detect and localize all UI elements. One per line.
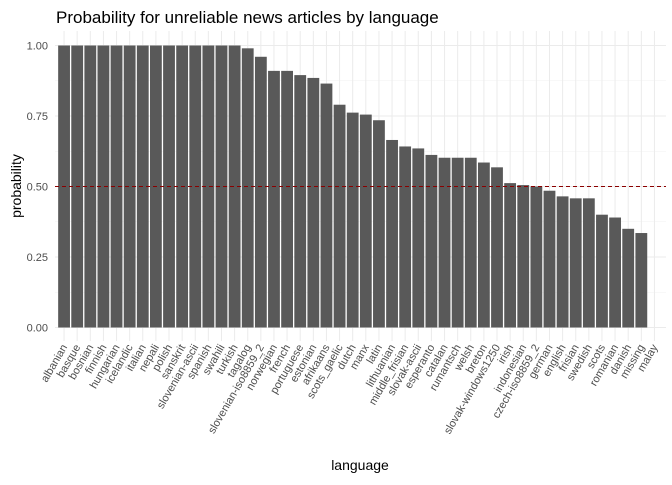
bar: indonesian: 0.505 [517, 185, 530, 328]
y-tick-label: 1.00 [27, 41, 48, 53]
y-tick-label: 0.50 [27, 182, 48, 194]
chart-title: Probability for unreliable news articles… [56, 8, 439, 27]
bar: latin: 0.735 [373, 120, 385, 328]
bar: romanian: 0.39 [609, 217, 621, 328]
y-axis-title: probability [8, 154, 24, 218]
bar: irish: 0.512 [504, 183, 517, 328]
bar: rumantsch: 0.602 [451, 157, 464, 328]
x-axis-title: language [331, 457, 389, 473]
bar: estonian: 0.885 [307, 77, 320, 328]
bar: finnish: 1 [97, 45, 110, 328]
bar: slovak-ascii: 0.635 [412, 148, 425, 328]
bars: albanian: 1basque: 1bosnian: 1finnish: 1… [58, 45, 648, 328]
bar: dutch: 0.762 [346, 112, 359, 328]
bar: tagalog: 0.99 [241, 48, 254, 328]
y-tick-label: 0.75 [27, 111, 48, 123]
bar: breton: 0.585 [477, 162, 490, 328]
bar: manx: 0.755 [359, 114, 372, 328]
bar: norwegian: 0.91 [268, 70, 280, 328]
bar: spanish: 1 [202, 45, 215, 328]
bar: german: 0.485 [543, 190, 556, 328]
y-axis-ticks: 0.00 0.25 0.50 0.75 1.00 [27, 41, 48, 335]
bar: slovenian-iso8859_2: 0.96 [254, 56, 267, 328]
bar: english: 0.465 [556, 196, 569, 328]
bar: portuguese: 0.895 [294, 75, 307, 328]
bar: lithuanian: 0.665 [386, 139, 398, 328]
x-axis-ticks: albanianbasquebosnianfinnishhungarianice… [39, 342, 661, 436]
bar: turkish: 1 [228, 45, 241, 328]
y-tick-label: 0.00 [27, 323, 48, 335]
bar: afrikaans: 0.865 [320, 83, 333, 328]
bar: danish: 0.35 [622, 228, 635, 328]
bar: frisian: 0.458 [569, 198, 582, 328]
bar: welsh: 0.602 [464, 157, 477, 328]
bar: swahili: 1 [215, 45, 228, 328]
y-tick-label: 0.25 [27, 252, 48, 264]
bar: icelandic: 1 [123, 45, 136, 328]
bar: catalan: 0.602 [438, 157, 451, 328]
bar: middle_frisian: 0.642 [399, 146, 412, 328]
bar: scots_gaelic: 0.79 [333, 104, 346, 328]
bar: slovak-windows1250: 0.568 [491, 167, 503, 328]
bar: swedish: 0.458 [582, 198, 595, 328]
bar: esperanto: 0.612 [425, 154, 438, 328]
bar: hungarian: 1 [110, 45, 123, 328]
bar: missing: 0.335 [635, 233, 648, 328]
bar: french: 0.91 [281, 70, 293, 328]
bar: czech-iso8859_2: 0.5 [530, 186, 543, 328]
bar: scots: 0.4 [596, 214, 608, 328]
